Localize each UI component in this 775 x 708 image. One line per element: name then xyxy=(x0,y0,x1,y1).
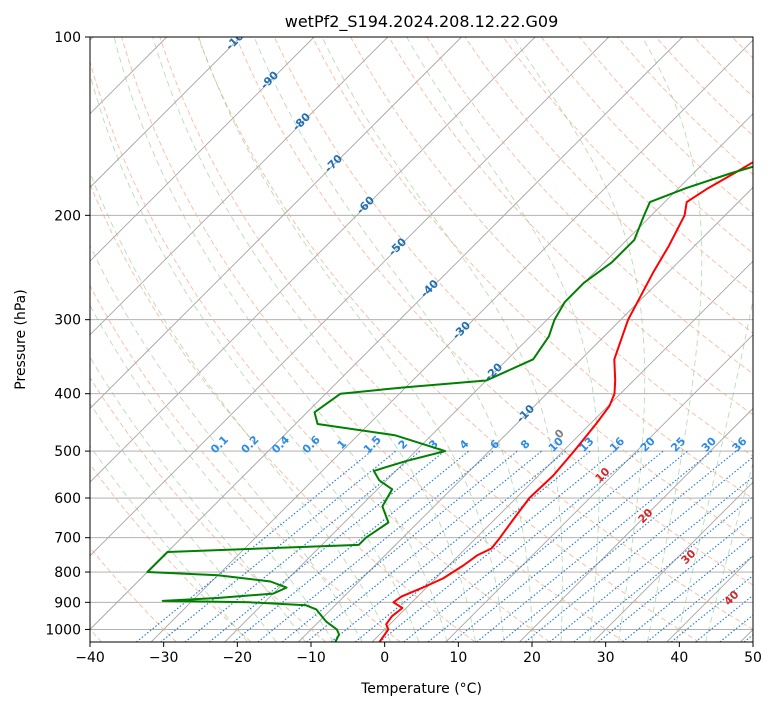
dry-adiabat-line xyxy=(121,37,625,642)
isotherm-line xyxy=(90,37,610,557)
dry-adiabat-line xyxy=(388,37,753,416)
x-tick-label: 50 xyxy=(744,650,762,666)
x-tick-label: 40 xyxy=(670,650,688,666)
mixing-ratio-line xyxy=(670,574,753,642)
isotherm-line xyxy=(371,260,753,642)
mixing-ratio-line xyxy=(476,450,713,642)
isotherm-line xyxy=(90,37,462,410)
isotherm-line xyxy=(592,481,753,642)
y-tick-label: 800 xyxy=(54,565,81,581)
mixing-ratio-line xyxy=(646,555,753,642)
sounding-traces xyxy=(146,161,753,642)
mixing-ratio-line xyxy=(573,495,753,642)
y-tick-label: 400 xyxy=(54,387,81,403)
isotherm-line xyxy=(445,334,753,642)
moist-adiabat-line xyxy=(90,304,335,642)
moist-adiabat-line xyxy=(90,244,363,642)
x-tick-label: 30 xyxy=(597,650,615,666)
y-tick-label: 100 xyxy=(54,30,81,46)
dry-adiabat-line xyxy=(90,60,551,642)
y-tick-label: 1000 xyxy=(45,622,81,638)
dry-adiabat-line xyxy=(770,37,775,642)
x-tick-label: 20 xyxy=(523,650,541,666)
isotherm-line xyxy=(150,39,753,642)
x-tick-label: 0 xyxy=(380,650,389,666)
moist-adiabat-line xyxy=(406,37,600,642)
y-tick-label: 500 xyxy=(54,444,81,460)
moist-adiabat-line xyxy=(90,356,306,642)
plot-background xyxy=(90,37,753,642)
y-tick-label: 900 xyxy=(54,595,81,611)
dry-adiabat-line xyxy=(90,463,252,642)
dry-adiabat-line xyxy=(90,183,476,642)
mixing-ratio-line xyxy=(524,456,753,642)
mixing-ratio-line xyxy=(695,594,753,642)
moist-adiabat-line xyxy=(253,37,533,642)
isotherm-line xyxy=(90,37,683,631)
moist-adiabat-line xyxy=(705,461,753,642)
mixing-ratio-line xyxy=(379,450,615,642)
x-tick-label: −20 xyxy=(223,650,253,666)
moist-adiabat-line xyxy=(641,37,703,642)
mixing-ratio-line xyxy=(403,450,640,642)
mixing-ratio-line xyxy=(500,450,737,642)
moist-adiabat-line xyxy=(676,296,753,642)
mixing-ratio-line xyxy=(136,450,372,642)
mixing-ratio-line xyxy=(597,515,753,642)
moist-adiabat-line xyxy=(321,37,563,642)
chart-title: wetPf2_S194.2024.208.12.22.G09 xyxy=(285,12,559,32)
temperature-trace xyxy=(378,161,753,642)
isotherm-line xyxy=(90,37,241,189)
dry-adiabat-line xyxy=(90,284,401,642)
dry-adiabat-line xyxy=(502,37,753,294)
moist-adiabat-line xyxy=(198,37,505,642)
x-axis-ticks: −40 −30 −20 −10 0 10 20 30 40 50 xyxy=(75,642,762,666)
y-axis-ticks: 1000 900 800 700 600 500 400 300 200 100 xyxy=(45,30,90,638)
dry-adiabat-line xyxy=(90,547,177,642)
x-tick-label: 10 xyxy=(449,650,467,666)
background-lines xyxy=(90,37,775,642)
mixing-ratio-line xyxy=(306,450,542,642)
moist-adiabat-line xyxy=(90,171,391,642)
dry-adiabat-line xyxy=(90,376,326,642)
x-tick-label: −30 xyxy=(149,650,179,666)
isotherm-line xyxy=(90,37,536,483)
dry-adiabat-line xyxy=(312,37,753,500)
moist-adiabat-line xyxy=(90,73,420,642)
moist-adiabat-line xyxy=(90,402,277,642)
mixing-ratio-line xyxy=(330,450,567,642)
dry-adiabat-line xyxy=(197,37,753,630)
mixing-ratio-line xyxy=(427,450,664,642)
isotherm-line xyxy=(90,37,389,336)
dewpoint-trace xyxy=(146,165,753,642)
dry-adiabat-line xyxy=(159,37,700,642)
mixing-ratio-line xyxy=(452,450,688,642)
mixing-ratio-line xyxy=(281,450,518,642)
y-tick-label: 300 xyxy=(54,313,81,329)
mixing-ratio-line xyxy=(160,450,397,642)
mixing-ratio-line xyxy=(622,535,753,642)
isotherm-line xyxy=(519,407,753,642)
isotherm-line xyxy=(224,113,753,642)
moist-adiabat-line xyxy=(512,37,646,642)
x-tick-label: −40 xyxy=(75,650,105,666)
dry-adiabat-line xyxy=(426,37,753,375)
mixing-ratio-line xyxy=(354,450,591,642)
x-axis-label: Temperature (°C) xyxy=(360,681,482,697)
dry-adiabat-line xyxy=(235,37,753,586)
plot-frame xyxy=(89,36,754,643)
mixing-ratio-line xyxy=(233,450,470,642)
x-tick-label: −10 xyxy=(296,650,326,666)
isotherm-line xyxy=(90,37,315,262)
mixing-ratio-line xyxy=(257,450,494,642)
mixing-ratio-line xyxy=(549,476,753,642)
y-tick-label: 600 xyxy=(54,491,81,507)
moist-adiabat-line xyxy=(152,37,476,642)
y-tick-label: 700 xyxy=(54,531,81,547)
y-tick-label: 200 xyxy=(54,208,81,224)
y-axis-label: Pressure (hPa) xyxy=(13,289,29,389)
